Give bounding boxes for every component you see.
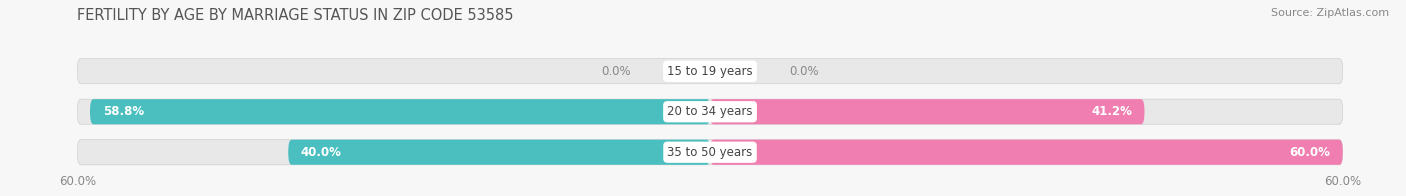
FancyBboxPatch shape <box>710 99 1144 124</box>
Text: 0.0%: 0.0% <box>602 65 631 78</box>
Text: FERTILITY BY AGE BY MARRIAGE STATUS IN ZIP CODE 53585: FERTILITY BY AGE BY MARRIAGE STATUS IN Z… <box>77 8 513 23</box>
FancyBboxPatch shape <box>288 140 710 165</box>
Text: 58.8%: 58.8% <box>103 105 143 118</box>
FancyBboxPatch shape <box>77 59 1343 84</box>
Text: 0.0%: 0.0% <box>789 65 818 78</box>
Text: 35 to 50 years: 35 to 50 years <box>668 146 752 159</box>
Text: 40.0%: 40.0% <box>301 146 342 159</box>
Text: 20 to 34 years: 20 to 34 years <box>668 105 752 118</box>
FancyBboxPatch shape <box>90 99 710 124</box>
FancyBboxPatch shape <box>77 99 1343 124</box>
Text: 15 to 19 years: 15 to 19 years <box>668 65 752 78</box>
FancyBboxPatch shape <box>77 140 1343 165</box>
Text: 41.2%: 41.2% <box>1091 105 1132 118</box>
FancyBboxPatch shape <box>710 140 1343 165</box>
Text: Source: ZipAtlas.com: Source: ZipAtlas.com <box>1271 8 1389 18</box>
Text: 60.0%: 60.0% <box>1289 146 1330 159</box>
